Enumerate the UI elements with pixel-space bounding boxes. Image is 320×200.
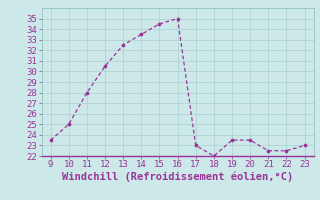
X-axis label: Windchill (Refroidissement éolien,°C): Windchill (Refroidissement éolien,°C)	[62, 172, 293, 182]
